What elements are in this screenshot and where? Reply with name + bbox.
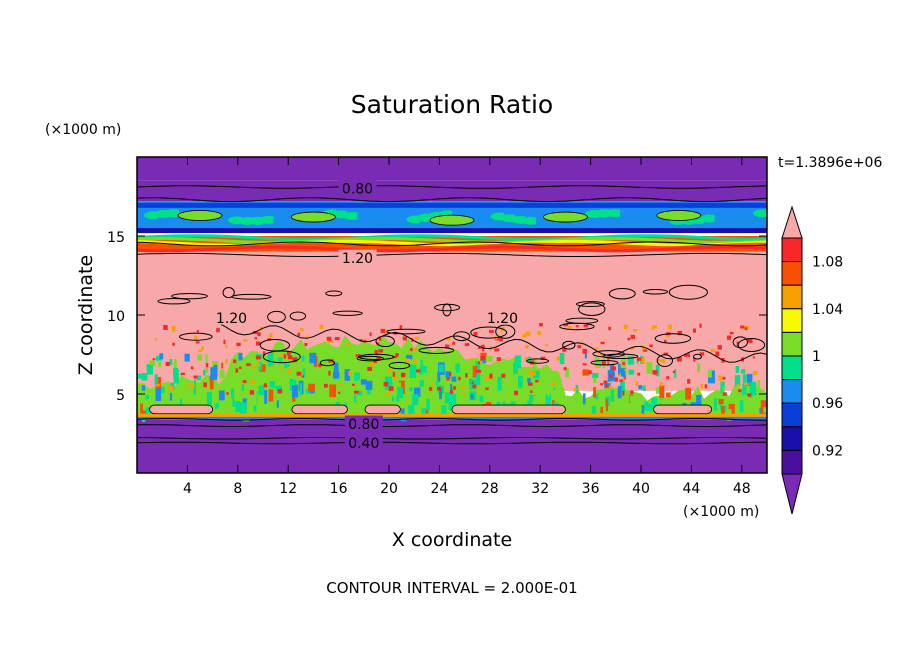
colorbar-bin xyxy=(781,261,803,286)
colorbar-bin xyxy=(781,355,803,381)
colorbar-level-label: 0.92 xyxy=(812,443,843,459)
contour-label: 0.40 xyxy=(348,436,379,452)
contour-label-bg xyxy=(344,434,383,450)
contour-label-bg xyxy=(344,415,383,431)
x-tick-label: 8 xyxy=(233,481,242,497)
y-axis-label: Z coordinate xyxy=(75,255,97,375)
colorbar-bottom-triangle xyxy=(781,473,803,515)
contour-label: 0.80 xyxy=(342,182,373,198)
colorbar-level-label: 1.04 xyxy=(812,302,843,318)
contour-interval-footer: CONTOUR INTERVAL = 2.000E-01 xyxy=(326,579,577,597)
contour-labels: 0.80 1.20 1.20 1.20 0.80 0.40 xyxy=(212,180,522,452)
x-tick-label: 48 xyxy=(733,481,751,497)
chart-title: Saturation Ratio xyxy=(351,90,553,119)
colorbar-bin xyxy=(781,284,803,310)
x-tick-label: 16 xyxy=(330,481,348,497)
colorbar-bin xyxy=(781,449,803,475)
x-unit-label: (×1000 m) xyxy=(683,504,759,520)
colorbar-bin xyxy=(781,331,803,357)
colorbar xyxy=(781,205,803,515)
region-upper-stratosphere xyxy=(137,157,767,181)
y-tick-label: 10 xyxy=(107,309,125,325)
contour-lines xyxy=(137,185,767,445)
contour-label-bg xyxy=(483,309,522,325)
colorbar-bin xyxy=(781,426,803,451)
contour-label-bg xyxy=(338,180,377,196)
contour-label-bg xyxy=(338,249,377,265)
x-tick-label: 44 xyxy=(682,481,700,497)
colorbar-bin xyxy=(781,237,803,263)
region-lower-dry-layer xyxy=(137,419,767,473)
colorbar-labels: 0.92 0.96 1 1.04 1.08 xyxy=(812,255,843,460)
x-tick-label: 28 xyxy=(481,481,499,497)
x-tick-label: 32 xyxy=(531,481,549,497)
x-tick-label: 4 xyxy=(183,481,192,497)
y-tick-label: 15 xyxy=(107,230,125,246)
colorbar-level-label: 1.08 xyxy=(812,255,843,271)
colorbar-top-triangle xyxy=(781,205,803,239)
x-tick-label: 24 xyxy=(430,481,448,497)
colorbar-bin xyxy=(781,308,803,333)
x-axis-label: X coordinate xyxy=(392,529,512,551)
colorbar-level-label: 1 xyxy=(812,349,821,365)
colorbar-bin xyxy=(781,402,803,428)
contour-label: 0.80 xyxy=(348,417,379,433)
x-tick-label: 12 xyxy=(279,481,297,497)
x-axis-ticks: 4 8 12 16 20 24 28 32 36 40 44 48 xyxy=(183,157,751,497)
x-tick-label: 36 xyxy=(582,481,600,497)
y-unit-label: (×1000 m) xyxy=(45,122,121,138)
upper-moist-structure xyxy=(137,202,767,234)
y-axis-ticks: 5 10 15 xyxy=(107,230,767,404)
y-tick-label: 5 xyxy=(116,388,125,404)
contour-label: 1.20 xyxy=(487,311,518,327)
contour-label: 1.20 xyxy=(216,311,247,327)
x-tick-label: 40 xyxy=(632,481,650,497)
time-label: t=1.3896e+06 xyxy=(778,155,882,171)
x-tick-label: 20 xyxy=(380,481,398,497)
contour-label-bg xyxy=(212,309,251,325)
colorbar-bin xyxy=(781,379,803,404)
colorbar-level-label: 0.96 xyxy=(812,396,843,412)
plot-area xyxy=(137,157,767,473)
contour-label: 1.20 xyxy=(342,251,373,267)
